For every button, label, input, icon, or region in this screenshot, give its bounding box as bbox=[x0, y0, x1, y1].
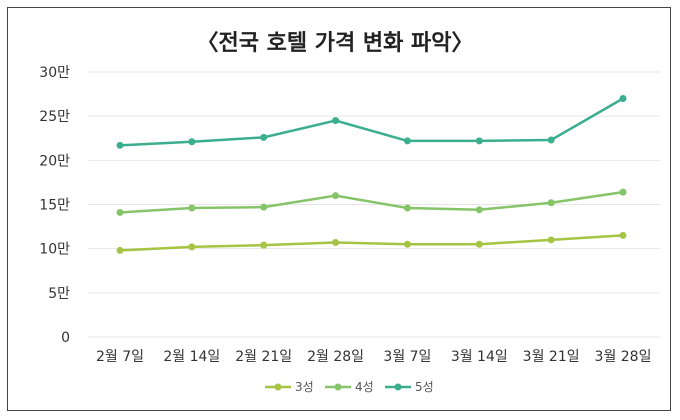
legend-item: 3성 bbox=[265, 380, 314, 394]
x-tick-label: 2월 28일 bbox=[307, 349, 364, 365]
series-line bbox=[119, 97, 624, 147]
y-tick-label: 30만 bbox=[39, 65, 70, 81]
x-tick-label: 3월 14일 bbox=[451, 349, 508, 365]
legend-label: 4성 bbox=[355, 380, 374, 394]
data-point bbox=[547, 136, 555, 144]
data-point bbox=[403, 240, 411, 248]
series-group bbox=[116, 188, 627, 216]
data-point bbox=[188, 138, 196, 146]
y-tick-label: 10만 bbox=[39, 242, 70, 258]
legend-label: 5성 bbox=[415, 380, 434, 394]
data-point bbox=[619, 231, 627, 239]
y-tick-label: 25만 bbox=[39, 109, 70, 125]
data-point bbox=[116, 246, 124, 254]
y-tick-label: 20만 bbox=[39, 153, 70, 169]
x-tick-label: 2월 14일 bbox=[163, 349, 220, 365]
legend-marker bbox=[334, 383, 342, 391]
legend: 3성 4성 5성 bbox=[265, 380, 434, 394]
legend-label: 3성 bbox=[295, 380, 314, 394]
series-group bbox=[116, 95, 627, 149]
data-point bbox=[332, 238, 340, 246]
legend-marker bbox=[394, 383, 402, 391]
data-point bbox=[332, 192, 340, 200]
x-tick-label: 3월 21일 bbox=[523, 349, 580, 365]
data-point bbox=[116, 141, 124, 149]
grid bbox=[88, 71, 660, 338]
x-tick-label: 2월 7일 bbox=[96, 349, 144, 365]
series-line bbox=[119, 190, 624, 214]
x-tick-label: 3월 7일 bbox=[383, 349, 431, 365]
data-point bbox=[547, 199, 555, 207]
data-point bbox=[332, 117, 340, 125]
data-point bbox=[475, 206, 483, 214]
legend-item: 5성 bbox=[385, 380, 434, 394]
y-tick-label: 0 bbox=[61, 330, 70, 346]
data-point bbox=[260, 133, 268, 141]
y-tick-label: 5만 bbox=[48, 286, 70, 302]
data-point bbox=[619, 188, 627, 196]
data-point bbox=[188, 243, 196, 251]
legend-marker bbox=[274, 383, 282, 391]
data-point bbox=[260, 241, 268, 249]
y-axis: 0 5만 10만 15만 20만 25만 30만 bbox=[39, 65, 70, 346]
data-point bbox=[403, 137, 411, 145]
chart-frame bbox=[7, 7, 671, 411]
x-tick-label: 2월 21일 bbox=[235, 349, 292, 365]
data-point bbox=[188, 204, 196, 212]
legend-item: 4성 bbox=[325, 380, 374, 394]
x-tick-label: 3월 28일 bbox=[595, 349, 652, 365]
data-point bbox=[475, 137, 483, 145]
series bbox=[116, 95, 627, 254]
y-tick-label: 15만 bbox=[39, 198, 70, 214]
data-point bbox=[260, 203, 268, 211]
x-axis: 2월 7일 2월 14일 2월 21일 2월 28일 3월 7일 3월 14일 3월 21일… bbox=[96, 349, 651, 365]
series-line bbox=[119, 234, 624, 252]
series-group bbox=[116, 231, 627, 254]
data-point bbox=[403, 204, 411, 212]
data-point bbox=[547, 236, 555, 244]
data-point bbox=[619, 95, 627, 102]
chart-title: 〈전국 호텔 가격 변화 파악〉 bbox=[196, 31, 473, 56]
data-point bbox=[116, 208, 124, 216]
data-point bbox=[475, 240, 483, 248]
